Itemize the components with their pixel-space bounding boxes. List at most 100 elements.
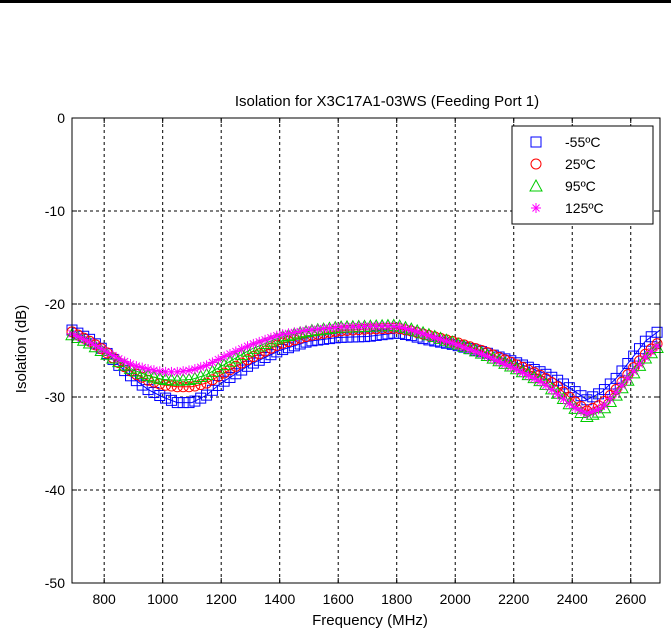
series-3-marker	[400, 323, 411, 334]
series-0-marker	[236, 364, 248, 376]
legend-marker	[531, 203, 541, 213]
series-3-marker	[394, 322, 405, 333]
star-stroke	[272, 331, 281, 340]
series-0-marker	[593, 388, 605, 400]
star-stroke	[483, 352, 492, 361]
series-0-marker	[189, 395, 201, 407]
star-stroke	[594, 405, 603, 414]
chart-title: Isolation for X3C17A1-03WS (Feeding Port…	[235, 93, 539, 110]
series-3-marker	[622, 373, 633, 384]
series-3-marker	[295, 326, 306, 337]
y-tick-label: -10	[45, 203, 65, 219]
star-stroke	[635, 360, 644, 368]
star-stroke	[489, 355, 498, 363]
series-3-marker	[546, 384, 557, 395]
star-stroke	[413, 328, 422, 336]
star-stroke	[506, 363, 515, 371]
star-stroke	[173, 368, 182, 376]
star-stroke	[460, 343, 468, 352]
series-3-marker	[189, 364, 200, 375]
series-3-marker	[605, 393, 616, 404]
star-stroke	[290, 328, 299, 337]
x-tick-label: 1000	[147, 591, 178, 607]
top-rule	[0, 0, 671, 3]
star-stroke	[419, 329, 427, 338]
star-stroke	[103, 348, 111, 357]
series-3-marker	[184, 365, 195, 376]
series-0-marker	[130, 375, 142, 387]
star-stroke	[161, 368, 170, 376]
series-0-marker	[242, 360, 254, 372]
legend-label: 125ºC	[565, 200, 604, 216]
series-0	[66, 324, 663, 409]
series-0-marker	[171, 397, 183, 409]
star-stroke	[348, 322, 357, 331]
series-0-line	[71, 329, 661, 404]
series-0-marker	[587, 391, 599, 403]
series-2-marker	[147, 370, 161, 383]
star-stroke	[442, 337, 451, 346]
y-tick-label: -50	[45, 575, 65, 591]
series-3-marker	[102, 347, 113, 358]
star-stroke	[91, 341, 100, 350]
star-stroke	[202, 361, 211, 370]
star-stroke	[313, 325, 322, 334]
series-3-marker	[242, 341, 253, 352]
star-stroke	[337, 323, 345, 332]
series-3-marker	[628, 366, 639, 377]
x-tick-label: 1800	[381, 591, 412, 607]
star-stroke	[109, 351, 117, 360]
star-stroke	[436, 335, 445, 344]
star-stroke	[542, 381, 550, 390]
y-axis-title: Isolation (dB)	[13, 305, 30, 393]
star-stroke	[132, 362, 141, 370]
star-stroke	[501, 360, 509, 369]
series-0-marker	[183, 397, 195, 409]
x-tick-label: 1400	[264, 591, 295, 607]
series-3-marker	[652, 340, 663, 351]
star-stroke	[278, 330, 287, 339]
series-2-marker	[597, 400, 612, 414]
series-3-marker	[388, 321, 399, 332]
legend: -55ºC 25ºC 95ºC 125ºC	[511, 125, 654, 225]
series-3-marker	[137, 362, 148, 373]
series-0-marker	[212, 379, 224, 391]
star-stroke	[553, 390, 562, 399]
star-stroke	[360, 322, 369, 331]
series-2-marker	[620, 373, 635, 386]
series-0-marker	[177, 397, 189, 409]
series-0-marker	[552, 374, 564, 386]
star-stroke	[343, 323, 351, 331]
series-0-marker	[165, 394, 177, 406]
series-2-marker	[609, 388, 623, 401]
series-3-marker	[271, 330, 282, 341]
series-2-marker	[223, 354, 237, 367]
grid	[72, 118, 660, 583]
star-stroke	[354, 322, 363, 331]
legend-marker	[530, 136, 542, 148]
y-tick-label: -20	[45, 296, 65, 312]
y-tick-label: 0	[57, 110, 65, 126]
series-3-marker	[593, 404, 604, 415]
series-0-marker	[610, 372, 622, 384]
series-0-marker	[154, 390, 166, 402]
legend-marker	[530, 158, 542, 170]
series-3-marker	[96, 343, 107, 354]
star-stroke	[530, 374, 539, 383]
series-2-marker	[246, 341, 261, 354]
star-stroke	[577, 406, 585, 415]
y-tick-label: -40	[45, 482, 65, 498]
series-0-marker	[639, 335, 651, 347]
star-stroke	[536, 377, 544, 386]
series-2-marker	[188, 371, 202, 384]
star-stroke	[629, 367, 638, 375]
series-3-marker	[564, 398, 575, 409]
star-stroke	[454, 341, 463, 349]
x-tick-label: 1200	[206, 591, 237, 607]
x-tick-label: 800	[92, 591, 116, 607]
series-2-marker	[603, 394, 618, 407]
series-3-marker	[201, 360, 212, 371]
x-tick-label: 2000	[440, 591, 471, 607]
series-3-marker	[470, 346, 481, 357]
series-0-marker	[622, 358, 634, 370]
